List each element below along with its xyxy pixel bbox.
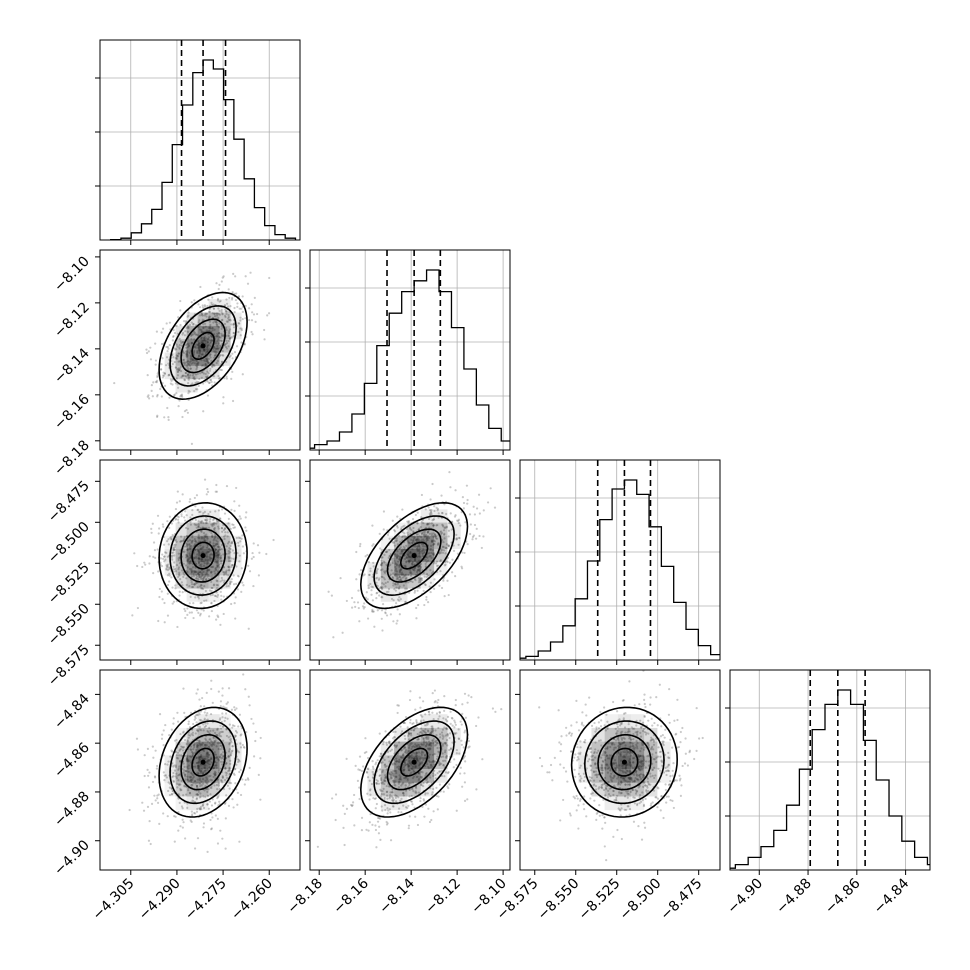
- contour-1: [180, 318, 226, 374]
- panel-frame: [99, 669, 301, 871]
- y-tick-label: −8.16: [51, 391, 93, 433]
- x-tick-label: −8.500: [617, 876, 665, 924]
- x-tick-label: −8.18: [284, 876, 326, 918]
- y-tick-label: −8.575: [45, 642, 93, 690]
- panel-2-2: [515, 459, 721, 665]
- y-tick-label: −8.14: [51, 345, 93, 387]
- panel-3-3: [725, 669, 931, 875]
- histogram-1: [310, 269, 510, 449]
- contour-3: [359, 501, 469, 610]
- panel-3-0: [95, 669, 301, 875]
- centre-mark: [200, 343, 206, 349]
- centre-mark: [200, 759, 206, 765]
- histogram-3: [730, 689, 930, 869]
- contour-0: [610, 747, 639, 777]
- panel-2-1: [305, 459, 511, 665]
- histogram-0: [110, 59, 297, 240]
- panel-frame: [729, 669, 931, 871]
- y-tick-label: −8.475: [45, 478, 93, 526]
- y-tick-label: −8.12: [51, 299, 93, 341]
- x-tick-label: −8.550: [535, 876, 583, 924]
- panel-2-0: [95, 459, 301, 665]
- contour-0: [191, 331, 215, 360]
- panel-1-1: [305, 249, 511, 455]
- contour-0: [191, 747, 215, 777]
- centre-mark: [200, 553, 206, 559]
- x-tick-label: −4.88: [773, 876, 815, 918]
- y-tick-label: −4.84: [51, 691, 93, 733]
- contour-2: [583, 720, 665, 805]
- contour-2: [169, 305, 237, 387]
- x-tick-label: −4.84: [871, 875, 913, 917]
- panel-3-1: [305, 669, 511, 875]
- panel-frame: [99, 39, 301, 241]
- panel-frame: [519, 669, 721, 871]
- x-tick-label: −4.305: [90, 876, 138, 924]
- x-tick-label: −4.275: [182, 876, 230, 924]
- y-tick-label: −4.86: [51, 740, 93, 782]
- contour-0: [399, 747, 429, 777]
- density-blocks: [578, 714, 671, 811]
- centre-mark: [411, 553, 417, 559]
- panel-frame: [519, 459, 721, 661]
- contour-0: [399, 541, 429, 570]
- y-tick-label: −8.525: [45, 560, 93, 608]
- x-tick-label: −8.525: [576, 876, 624, 924]
- centre-mark: [621, 759, 627, 765]
- contour-3: [570, 706, 679, 818]
- contour-3: [359, 706, 469, 818]
- panel-frame: [309, 669, 511, 871]
- x-tick-label: −4.290: [136, 876, 184, 924]
- panel-frame: [99, 249, 301, 451]
- panel-0-0: [95, 39, 301, 245]
- contour-3: [158, 706, 248, 818]
- contour-3: [158, 291, 248, 401]
- x-tick-label: −8.14: [376, 875, 418, 917]
- contour-2: [169, 720, 237, 805]
- contour-0: [191, 541, 215, 570]
- contour-2: [373, 515, 455, 597]
- contour-1: [180, 734, 226, 791]
- x-tick-label: −4.90: [724, 876, 766, 918]
- contour-1: [386, 734, 442, 791]
- y-tick-label: −8.10: [51, 253, 93, 295]
- contour-1: [386, 528, 442, 583]
- panel-frame: [309, 459, 511, 661]
- contour-1: [180, 528, 226, 583]
- y-tick-label: −8.18: [51, 437, 93, 479]
- contour-3: [158, 501, 248, 610]
- contour-2: [169, 515, 237, 596]
- x-tick-label: −4.86: [822, 875, 864, 917]
- panel-1-0: [95, 249, 301, 455]
- y-tick-label: −4.90: [51, 837, 93, 879]
- y-tick-label: −8.500: [45, 519, 93, 567]
- x-tick-label: −8.475: [658, 876, 706, 924]
- x-tick-label: −8.16: [330, 875, 372, 917]
- centre-mark: [411, 759, 417, 765]
- x-tick-label: −4.260: [228, 876, 276, 924]
- contour-1: [597, 734, 652, 791]
- y-tick-label: −4.88: [51, 788, 93, 830]
- panel-3-2: [515, 669, 721, 875]
- y-tick-label: −8.550: [45, 601, 93, 649]
- contour-2: [373, 720, 455, 805]
- panel-frame: [309, 249, 511, 451]
- x-tick-label: −8.12: [422, 876, 464, 918]
- panel-frame: [99, 459, 301, 661]
